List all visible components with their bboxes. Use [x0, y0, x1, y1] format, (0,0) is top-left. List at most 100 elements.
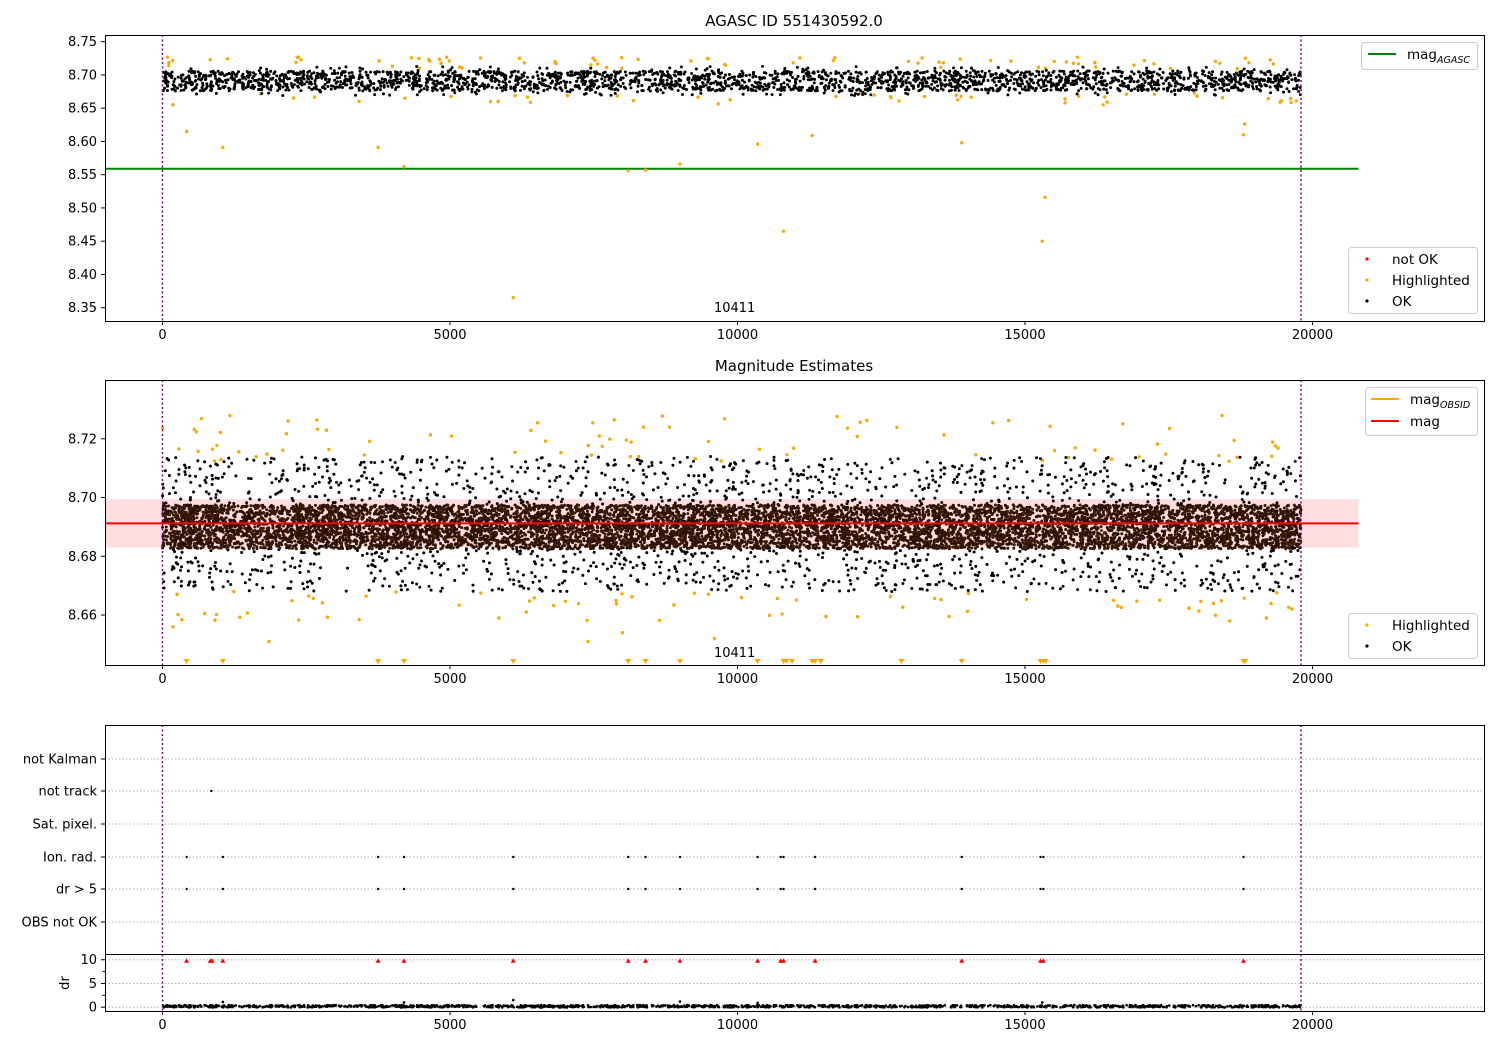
ok-point	[490, 472, 494, 476]
ok-point	[1110, 76, 1114, 80]
ok-point	[1153, 81, 1157, 85]
highlighted-point	[672, 603, 676, 607]
ok-point	[1225, 70, 1229, 74]
ok-point	[471, 589, 475, 593]
ok-point	[470, 90, 474, 94]
highlighted-point	[554, 62, 558, 66]
ok-point	[755, 81, 759, 85]
ok-point	[349, 82, 353, 86]
ok-point	[1290, 78, 1294, 82]
ok-point	[198, 89, 202, 93]
ok-point	[322, 85, 326, 89]
highlighted-point	[427, 59, 432, 63]
ok-point	[663, 86, 667, 90]
ok-point	[1210, 564, 1214, 568]
ok-point	[877, 559, 881, 563]
ok-point	[1027, 85, 1031, 89]
ok-point	[1253, 485, 1257, 489]
ok-point	[755, 573, 759, 577]
ok-point	[1037, 78, 1041, 82]
ok-point	[677, 498, 681, 502]
ok-point	[701, 81, 705, 85]
highlighted-point	[196, 449, 200, 453]
ok-point	[894, 75, 898, 79]
ok-point	[1255, 582, 1259, 586]
ok-point	[252, 550, 256, 554]
highlighted-point	[591, 421, 595, 425]
ok-point	[1245, 564, 1249, 568]
ok-point	[717, 71, 721, 75]
ok-point	[305, 74, 309, 78]
ok-point	[969, 74, 973, 78]
ok-point	[298, 76, 302, 80]
ok-point	[629, 79, 633, 83]
highlighted-point	[460, 66, 464, 70]
ok-point	[557, 583, 561, 587]
ok-point	[1070, 70, 1074, 74]
ok-point	[415, 582, 419, 586]
ok-point	[257, 498, 261, 502]
ok-point	[222, 86, 226, 90]
ok-point	[472, 81, 476, 85]
ok-point	[173, 491, 177, 495]
ok-point	[745, 469, 749, 473]
ok-point	[360, 75, 364, 79]
ok-point	[1170, 72, 1174, 76]
ok-point	[490, 85, 494, 89]
ok-point	[566, 73, 570, 77]
ok-point	[506, 571, 510, 575]
ok-point	[293, 487, 297, 491]
highlighted-point	[219, 457, 223, 462]
ok-point	[214, 567, 218, 571]
highlighted-point	[563, 599, 568, 603]
highlighted-point	[1116, 604, 1120, 608]
ok-point	[309, 562, 313, 566]
ok-point	[1202, 493, 1206, 497]
ok-point	[1004, 562, 1008, 566]
ok-point	[582, 74, 586, 78]
ok-point	[1031, 479, 1035, 483]
ok-point	[582, 558, 586, 562]
ok-point	[1156, 79, 1160, 83]
ok-point	[417, 77, 421, 81]
ok-point	[518, 549, 522, 553]
ok-point	[419, 88, 423, 92]
ok-point	[860, 557, 864, 561]
ok-point	[574, 469, 578, 473]
highlighted-point	[479, 591, 483, 595]
ok-point	[1292, 87, 1296, 91]
ok-point	[828, 475, 832, 479]
ok-point	[1085, 472, 1089, 476]
ok-point	[1282, 70, 1286, 74]
ok-point	[509, 497, 513, 501]
ok-point	[860, 81, 864, 85]
ok-point	[464, 568, 468, 572]
ok-point	[659, 495, 663, 499]
ok-point	[1016, 70, 1020, 74]
highlighted-point	[1294, 99, 1299, 103]
ok-point	[741, 498, 745, 502]
ok-point	[1088, 470, 1092, 474]
ok-point	[1212, 93, 1216, 97]
ok-point	[942, 69, 946, 73]
ok-point	[938, 461, 942, 465]
ok-point	[1160, 569, 1164, 573]
ok-point	[786, 559, 790, 563]
ok-point	[542, 469, 546, 473]
ok-point	[1266, 472, 1270, 476]
ok-point	[731, 81, 735, 85]
highlighted-point	[897, 99, 901, 103]
ok-point	[1282, 90, 1286, 94]
ok-point	[910, 587, 914, 591]
ok-point	[1232, 571, 1236, 575]
ok-point	[935, 563, 939, 567]
ok-point	[906, 566, 910, 570]
ok-point	[1273, 84, 1277, 88]
ok-point	[538, 66, 542, 70]
ok-point	[1226, 579, 1230, 583]
ok-point	[559, 72, 563, 76]
ok-point	[786, 83, 790, 87]
ok-point	[968, 476, 972, 480]
ok-point	[1154, 465, 1158, 469]
ok-point	[798, 554, 802, 558]
